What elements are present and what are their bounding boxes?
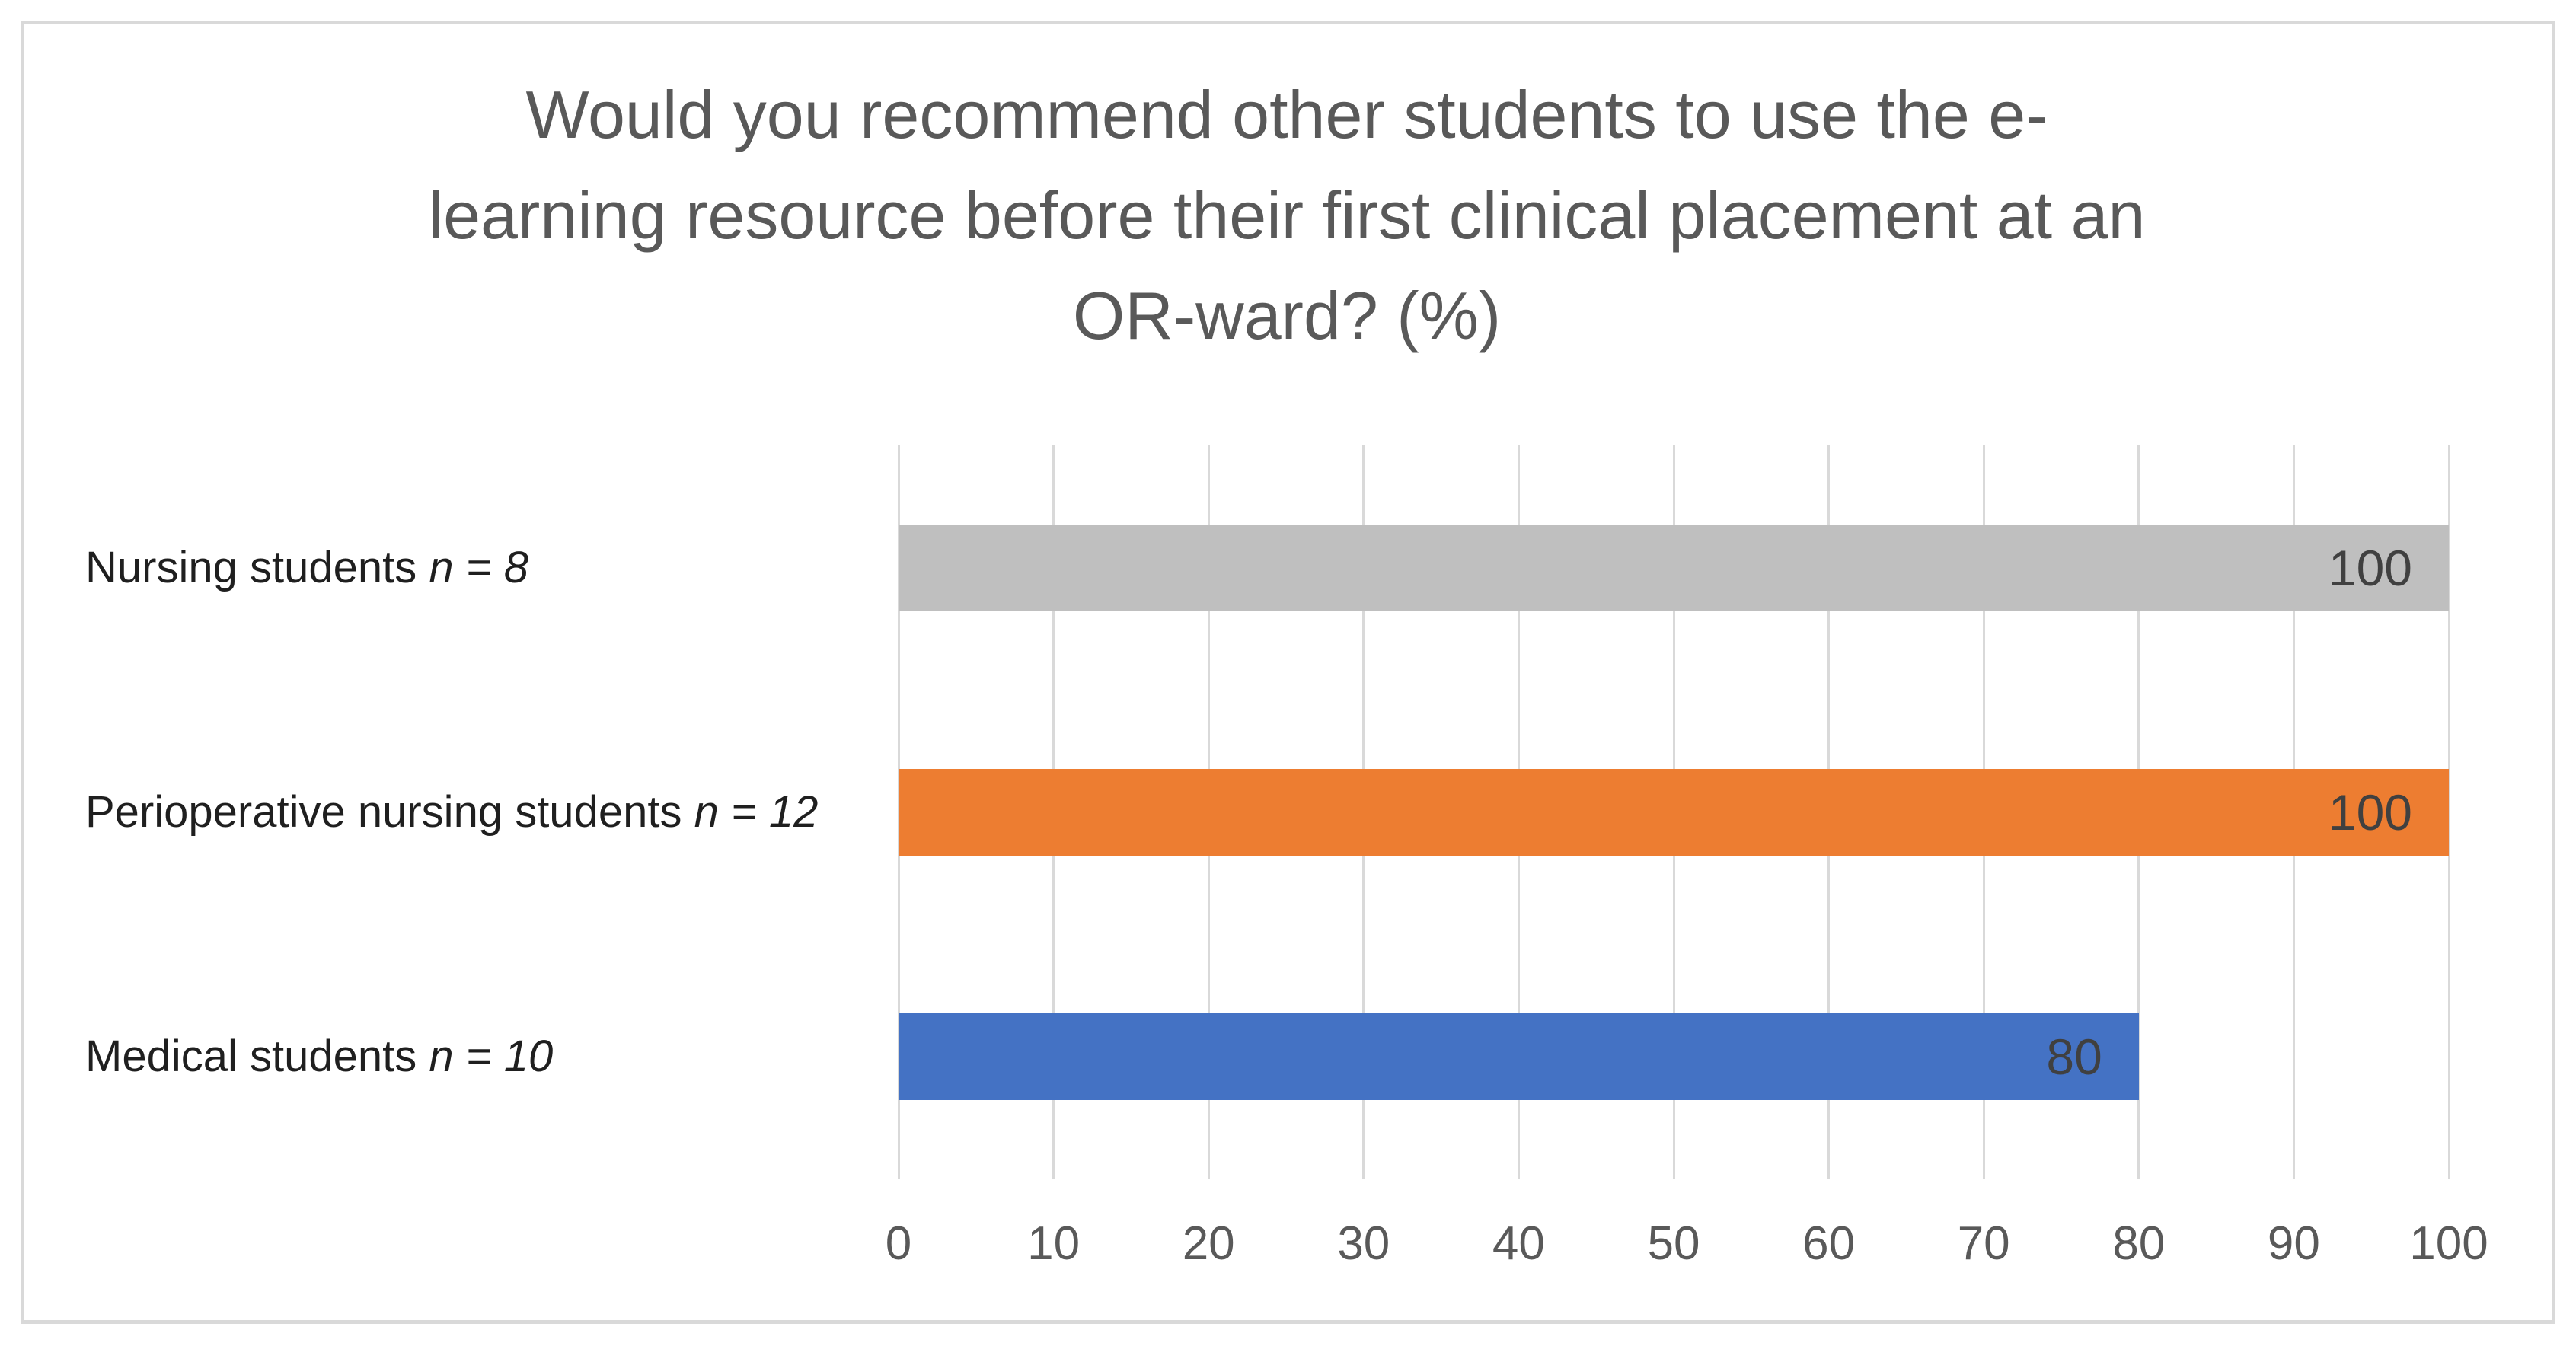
category-label-n-count: n = 12 <box>682 787 819 837</box>
x-tick-label: 80 <box>2112 1217 2166 1270</box>
bar-value-label: 80 <box>2046 1028 2102 1085</box>
bar: 100 <box>899 524 2449 611</box>
x-tick-label: 90 <box>2267 1217 2320 1270</box>
x-tick-label: 40 <box>1492 1217 1545 1270</box>
chart-title-line-1: Would you recommend other students to us… <box>525 77 2048 152</box>
category-label-n-count: n = 8 <box>417 543 528 592</box>
bar-value-label: 100 <box>2328 539 2412 596</box>
category-label: Medical students n = 10 <box>85 1013 553 1100</box>
x-tick-label: 50 <box>1647 1217 1700 1270</box>
bar-value-label: 100 <box>2328 783 2412 840</box>
category-label: Perioperative nursing students n = 12 <box>85 769 818 856</box>
x-tick-label: 10 <box>1027 1217 1081 1270</box>
category-label: Nursing students n = 8 <box>85 525 528 611</box>
category-label-n-count: n = 10 <box>417 1032 554 1081</box>
category-label-text: Medical students <box>85 1032 417 1081</box>
bar: 100 <box>899 768 2449 856</box>
category-label-text: Perioperative nursing students <box>85 787 682 837</box>
plot-area: 100 100 80 <box>897 445 2450 1179</box>
x-tick-label: 20 <box>1182 1217 1235 1270</box>
chart-title-line-2: learning resource before their first cli… <box>428 177 2146 253</box>
chart-title: Would you recommend other students to us… <box>259 65 2315 366</box>
x-tick-label: 30 <box>1337 1217 1390 1270</box>
category-label-text: Nursing students <box>85 543 417 592</box>
x-tick-label: 0 <box>885 1217 912 1270</box>
x-tick-label: 100 <box>2409 1217 2488 1270</box>
chart-title-line-3: OR-ward? (%) <box>1072 278 1502 353</box>
bar: 80 <box>899 1013 2139 1100</box>
gridline-100 <box>2447 445 2450 1179</box>
chart-frame <box>21 21 2555 1324</box>
x-tick-label: 60 <box>1802 1217 1856 1270</box>
x-tick-label: 70 <box>1957 1217 2010 1270</box>
